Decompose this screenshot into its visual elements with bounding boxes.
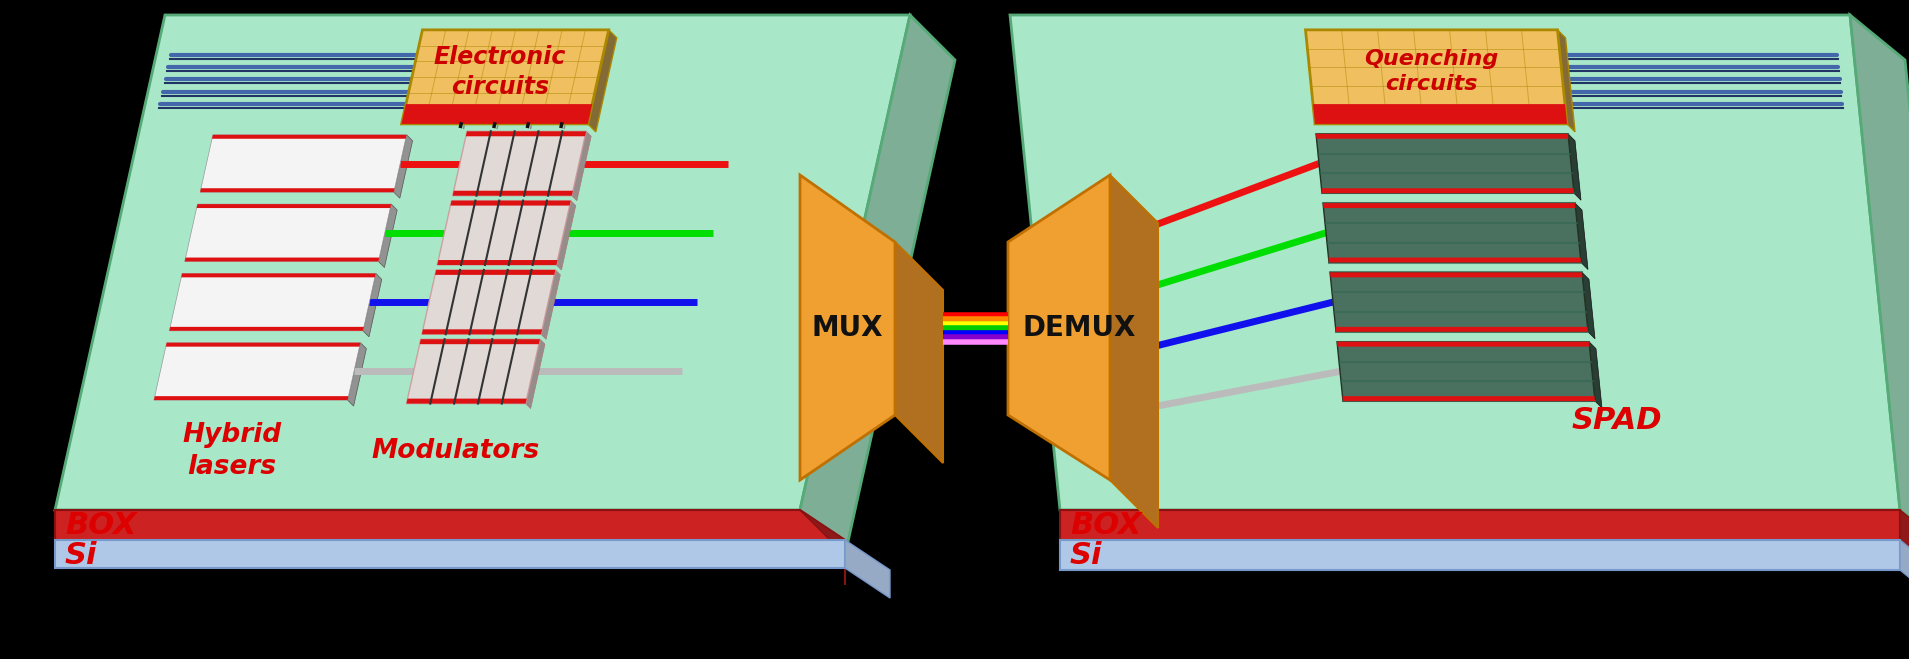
Polygon shape [1315, 134, 1575, 193]
Text: DEMUX: DEMUX [1023, 314, 1136, 342]
Polygon shape [437, 200, 571, 265]
Polygon shape [378, 204, 397, 268]
Polygon shape [212, 135, 407, 139]
Polygon shape [1010, 15, 1899, 510]
Polygon shape [1315, 134, 1569, 139]
Polygon shape [1583, 272, 1596, 339]
Polygon shape [422, 330, 542, 334]
Polygon shape [1321, 188, 1575, 193]
Polygon shape [452, 190, 573, 196]
Polygon shape [1336, 342, 1596, 401]
Polygon shape [1558, 30, 1575, 132]
Polygon shape [1059, 510, 1899, 540]
Polygon shape [1329, 258, 1581, 262]
Polygon shape [1306, 30, 1567, 124]
Polygon shape [1008, 175, 1109, 480]
Polygon shape [197, 204, 391, 208]
Text: MUX: MUX [811, 314, 884, 342]
Polygon shape [1059, 540, 1899, 570]
Polygon shape [1336, 327, 1588, 331]
Polygon shape [363, 273, 382, 337]
Polygon shape [1336, 342, 1590, 347]
Text: Si: Si [65, 540, 97, 569]
Polygon shape [1331, 272, 1583, 277]
Polygon shape [800, 175, 895, 480]
Polygon shape [846, 540, 890, 598]
Polygon shape [407, 399, 527, 403]
Polygon shape [895, 242, 943, 463]
Polygon shape [525, 339, 544, 409]
Polygon shape [451, 200, 571, 206]
Polygon shape [466, 131, 586, 136]
Polygon shape [55, 15, 911, 510]
Polygon shape [1575, 203, 1588, 270]
Polygon shape [1331, 272, 1588, 331]
Polygon shape [55, 540, 846, 568]
Polygon shape [800, 510, 846, 585]
Polygon shape [1588, 342, 1602, 408]
Polygon shape [170, 327, 365, 331]
Polygon shape [155, 396, 349, 400]
Polygon shape [407, 339, 540, 403]
Polygon shape [185, 258, 380, 262]
Polygon shape [401, 30, 609, 124]
Polygon shape [1899, 540, 1909, 615]
Polygon shape [155, 343, 361, 400]
Polygon shape [422, 270, 556, 334]
Polygon shape [1323, 203, 1575, 208]
Polygon shape [437, 260, 557, 265]
Polygon shape [1850, 15, 1909, 555]
Polygon shape [1109, 175, 1159, 528]
Polygon shape [420, 339, 540, 344]
Polygon shape [185, 204, 391, 262]
Polygon shape [1323, 203, 1581, 262]
Polygon shape [573, 131, 592, 201]
Polygon shape [1899, 510, 1909, 585]
Polygon shape [181, 273, 376, 277]
Text: Hybrid
lasers: Hybrid lasers [183, 422, 283, 480]
Polygon shape [1313, 104, 1567, 124]
Polygon shape [435, 270, 556, 275]
Text: BOX: BOX [65, 511, 137, 540]
Polygon shape [800, 15, 954, 555]
Polygon shape [170, 273, 376, 331]
Text: BOX: BOX [1071, 511, 1142, 540]
Polygon shape [393, 135, 412, 198]
Polygon shape [588, 30, 617, 132]
Polygon shape [1342, 396, 1596, 401]
Text: SPAD: SPAD [1571, 407, 1663, 436]
Polygon shape [200, 188, 395, 192]
Text: Quenching
circuits: Quenching circuits [1365, 49, 1499, 94]
Polygon shape [200, 135, 407, 192]
Polygon shape [556, 200, 577, 270]
Polygon shape [55, 510, 846, 540]
Polygon shape [401, 104, 592, 124]
Text: Si: Si [1071, 540, 1103, 569]
Text: Modulators: Modulators [372, 438, 540, 463]
Polygon shape [1567, 134, 1581, 200]
Polygon shape [452, 131, 586, 196]
Polygon shape [166, 343, 361, 347]
Polygon shape [347, 343, 367, 406]
Text: Electronic
circuits: Electronic circuits [433, 45, 567, 99]
Polygon shape [540, 270, 561, 339]
